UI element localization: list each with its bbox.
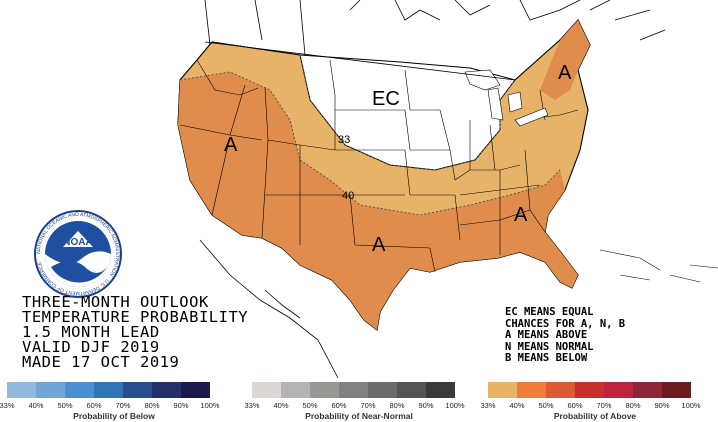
legend-normal-swatch (397, 382, 426, 398)
legend-normal-swatch (368, 382, 397, 398)
legend-below-tick: 40% (28, 401, 44, 410)
legend-below-tick: 60% (86, 401, 102, 410)
legend-below-caption: Probability of Below (73, 411, 155, 421)
key-line-1: EC MEANS EQUAL (505, 306, 594, 318)
legend-normal: 33% 40% 50% 60% 70% 80% 90% 100% Probability of… (244, 382, 478, 422)
legend-above-swatch (517, 382, 546, 398)
legend-below-swatch (7, 382, 36, 398)
outlook-title-block: THREE-MONTH OUTLOOK TEMPERATURE PROBABIL… (22, 293, 249, 371)
above-40-50-region (178, 72, 578, 330)
great-lakes (464, 69, 549, 127)
above-40-50-northeast (540, 20, 590, 100)
legend-normal-tick: 100% (445, 401, 465, 410)
legend-normal-tick: 60% (331, 401, 347, 410)
legend-above-tick: 50% (538, 401, 554, 410)
legend-above-tick: 90% (654, 401, 670, 410)
key-block: EC MEANS EQUAL CHANCES FOR A, N, B A MEA… (505, 306, 626, 365)
legend-normal-tick: 70% (360, 401, 376, 410)
legend-below-tick: 33% (0, 401, 15, 410)
legend-below-swatch (36, 382, 65, 398)
contour-33-label: 33 (338, 134, 351, 146)
caribbean-islands (599, 249, 718, 283)
legend-normal-swatch (426, 382, 455, 398)
legend-below-tick: 100% (200, 401, 220, 410)
title-line-1: THREE-MONTH OUTLOOK (22, 293, 209, 311)
legend-below-swatch (65, 382, 94, 398)
legend-normal-tick: 90% (418, 401, 434, 410)
title-line-5: MADE 17 OCT 2019 (22, 353, 180, 371)
legend-above-tick: 80% (625, 401, 641, 410)
title-line-3: 1.5 MONTH LEAD (22, 323, 160, 341)
legend-above: 33% 40% 50% 60% 70% 80% 90% 100% Probability of… (480, 382, 714, 422)
legend-normal-swatch (281, 382, 310, 398)
legend-above-tick: 40% (509, 401, 525, 410)
noaa-logo: NOAA NATIONAL OCEANIC AND ATMOSPHERIC AD… (34, 210, 122, 298)
legend-normal-tick: 40% (273, 401, 289, 410)
legend-normal-swatches (252, 382, 455, 398)
legend-below: 33% 40% 50% 60% 70% 80% 90% 100% Probability of… (0, 382, 233, 422)
legend-normal-caption: Probability of Near-Normal (305, 411, 413, 421)
legend-below-swatch (123, 382, 152, 398)
key-line-4: N MEANS NORMAL (505, 340, 594, 353)
legend-above-swatch (662, 382, 691, 398)
key-line-3: A MEANS ABOVE (505, 329, 588, 341)
key-line-2: CHANCES FOR A, N, B (505, 317, 626, 330)
legend-above-swatch (546, 382, 575, 398)
legend-above-swatch (633, 382, 662, 398)
legend-normal-swatch (339, 382, 368, 398)
legend-below-tick: 90% (173, 401, 189, 410)
legend-normal-tick: 50% (302, 401, 318, 410)
legend-above-tick: 60% (567, 401, 583, 410)
above-label-northeast: A (558, 62, 572, 84)
title-line-2: TEMPERATURE PROBABILITY (22, 308, 249, 326)
legend-above-swatch (488, 382, 517, 398)
legend-below-tick: 50% (57, 401, 73, 410)
state-borders (179, 59, 579, 273)
legend-above-tick: 70% (596, 401, 612, 410)
legend-normal-swatch (252, 382, 281, 398)
legend-below-swatch (181, 382, 210, 398)
noaa-logo-text: NOAA (63, 237, 92, 248)
legend-normal-tick: 80% (389, 401, 405, 410)
legend-below-swatches (7, 382, 210, 398)
legend-above-caption: Probability of Above (553, 411, 637, 421)
legend-above-swatch (575, 382, 604, 398)
legend-normal-swatch (310, 382, 339, 398)
contour-40-label: 40 (342, 190, 355, 202)
above-label-southeast: A (514, 204, 528, 226)
legend-below-tick: 80% (144, 401, 160, 410)
title-line-4: VALID DJF 2019 (22, 338, 160, 356)
legend-normal-tick: 33% (244, 401, 260, 410)
above-label-west: A (224, 134, 238, 156)
key-line-5: B MEANS BELOW (505, 352, 588, 364)
country-borders (199, 0, 666, 379)
legend-below-swatch (152, 382, 181, 398)
legend-above-tick: 33% (480, 401, 496, 410)
legend-above-swatches (488, 382, 691, 398)
legend-above-tick: 100% (681, 401, 701, 410)
legend-above-swatch (604, 382, 633, 398)
ec-label: EC (372, 88, 400, 110)
legend-below-swatch (94, 382, 123, 398)
above-label-southwest: A (372, 234, 386, 256)
legend-below-tick: 70% (115, 401, 131, 410)
us-canada-border (204, 41, 516, 81)
